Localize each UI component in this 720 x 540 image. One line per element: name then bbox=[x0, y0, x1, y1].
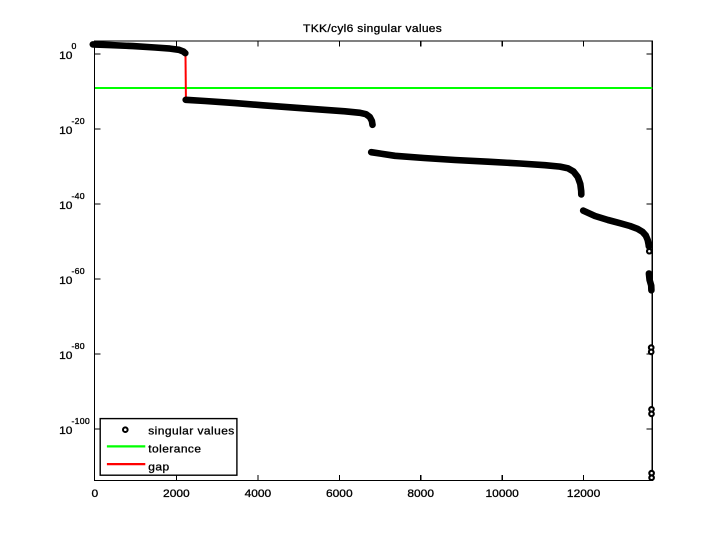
svg-text:10000: 10000 bbox=[486, 488, 519, 499]
svg-text:10: 10 bbox=[59, 350, 72, 361]
svg-text:2000: 2000 bbox=[163, 488, 190, 499]
svg-text:6000: 6000 bbox=[326, 488, 353, 499]
svg-text:-80: -80 bbox=[72, 341, 86, 351]
svg-text:-20: -20 bbox=[72, 116, 86, 126]
svg-text:singular values: singular values bbox=[148, 426, 234, 437]
svg-text:12000: 12000 bbox=[567, 488, 600, 499]
svg-text:10: 10 bbox=[59, 50, 72, 61]
svg-text:tolerance: tolerance bbox=[148, 444, 201, 455]
svg-text:8000: 8000 bbox=[407, 488, 434, 499]
svg-text:10: 10 bbox=[59, 125, 72, 136]
svg-text:10: 10 bbox=[59, 275, 72, 286]
svg-text:TKK/cyl6 singular values: TKK/cyl6 singular values bbox=[303, 24, 442, 35]
svg-text:-40: -40 bbox=[72, 191, 86, 201]
svg-text:10: 10 bbox=[59, 200, 72, 211]
svg-text:-100: -100 bbox=[72, 416, 91, 426]
svg-text:-60: -60 bbox=[72, 266, 86, 276]
svg-text:gap: gap bbox=[148, 462, 169, 473]
svg-text:4000: 4000 bbox=[245, 488, 272, 499]
svg-text:0: 0 bbox=[91, 488, 98, 499]
svg-text:10: 10 bbox=[59, 425, 72, 436]
svg-text:0: 0 bbox=[72, 41, 77, 51]
